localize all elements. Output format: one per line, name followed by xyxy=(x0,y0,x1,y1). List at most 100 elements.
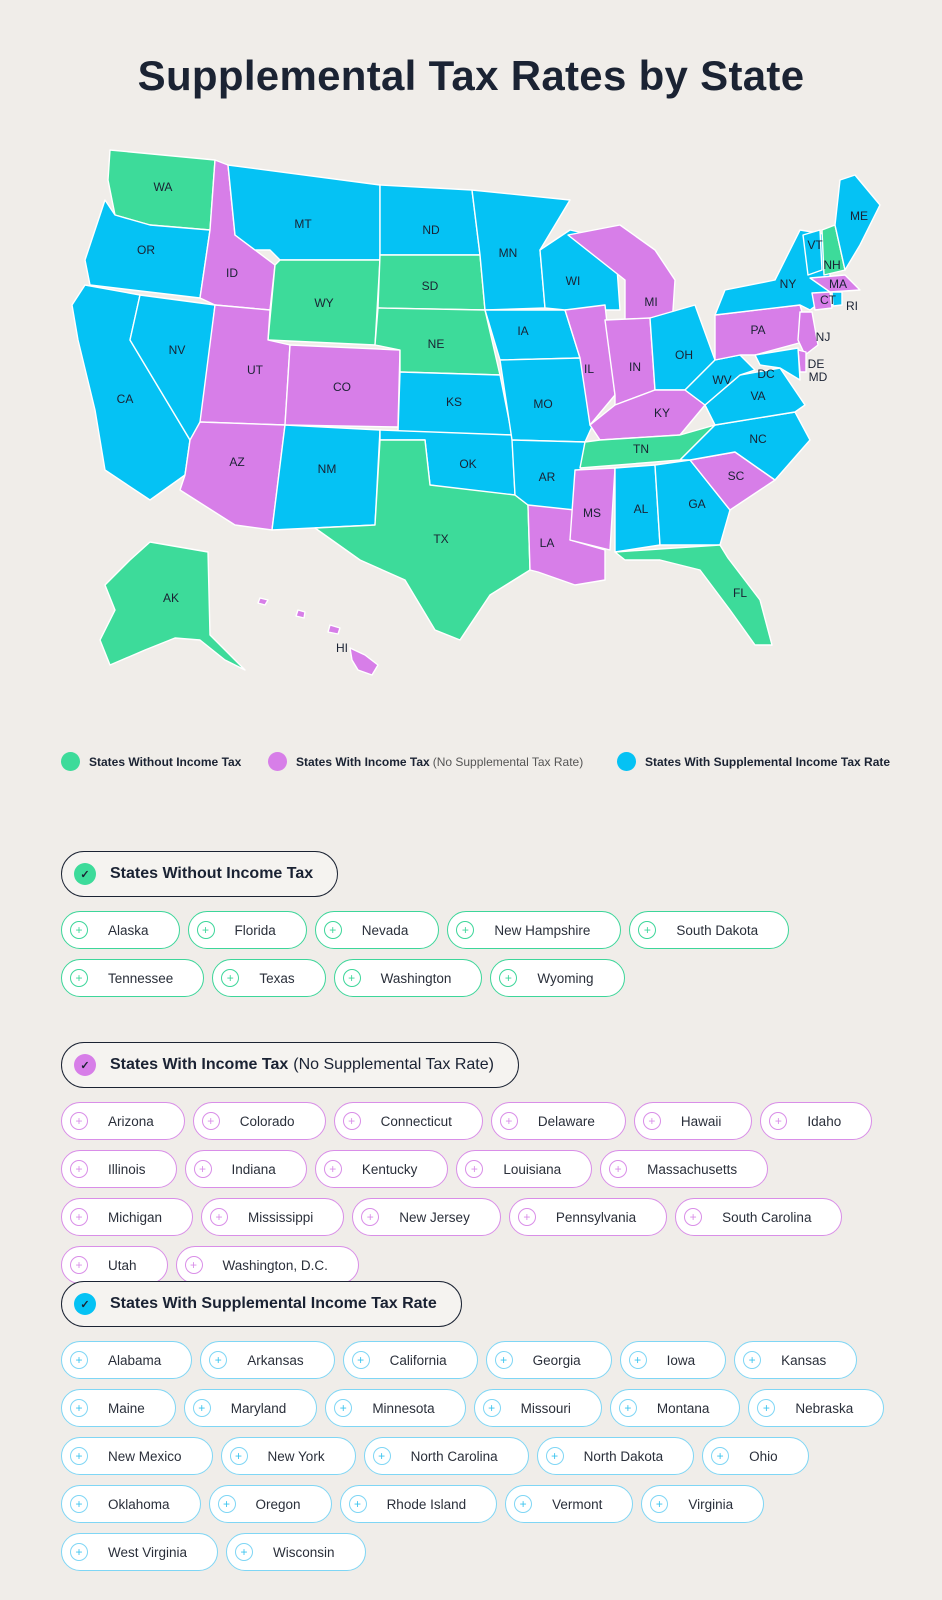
state-chip[interactable]: + Indiana xyxy=(184,1150,307,1188)
state-VT[interactable] xyxy=(802,229,823,276)
state-NJ[interactable] xyxy=(797,311,819,356)
state-chip[interactable]: + Texas xyxy=(212,959,326,997)
legend-label: States With Income Tax xyxy=(296,754,430,769)
state-chip[interactable]: + South Dakota xyxy=(629,911,790,949)
state-chip[interactable]: + Massachusetts xyxy=(600,1150,769,1188)
state-chip-label: Louisiana xyxy=(503,1161,562,1177)
state-chip[interactable]: + Maine xyxy=(61,1389,176,1427)
state-AZ[interactable] xyxy=(179,421,286,531)
state-chip[interactable]: + Oregon xyxy=(208,1485,332,1523)
state-chip[interactable]: + Ohio xyxy=(702,1437,809,1475)
label-NJ: NJ xyxy=(816,330,831,344)
state-AK[interactable] xyxy=(99,541,246,671)
state-chip[interactable]: + New Hampshire xyxy=(447,911,622,949)
state-MD[interactable] xyxy=(754,347,801,381)
state-chip-label: Vermont xyxy=(552,1496,603,1512)
state-chip-label: Kansas xyxy=(781,1352,827,1368)
plus-icon: + xyxy=(757,1399,776,1417)
state-MI[interactable] xyxy=(567,224,676,331)
state-chip[interactable]: + New Mexico xyxy=(61,1437,213,1475)
state-chip[interactable]: + Kansas xyxy=(734,1341,858,1379)
state-chip[interactable]: + Washington, D.C. xyxy=(175,1246,359,1284)
plus-icon: + xyxy=(209,1351,228,1369)
state-MA[interactable] xyxy=(809,274,861,293)
state-WY[interactable] xyxy=(267,259,381,346)
state-MO[interactable] xyxy=(499,357,596,443)
state-chip[interactable]: + Maryland xyxy=(183,1389,318,1427)
state-chip[interactable]: + North Dakota xyxy=(536,1437,695,1475)
state-chip[interactable]: + Oklahoma xyxy=(61,1485,201,1523)
state-chip[interactable]: + South Carolina xyxy=(675,1198,843,1236)
plus-icon: + xyxy=(342,969,361,987)
state-chip[interactable]: + Delaware xyxy=(490,1102,626,1140)
state-chip[interactable]: + Tennessee xyxy=(61,959,205,997)
state-chip[interactable]: + Hawaii xyxy=(633,1102,753,1140)
state-chip[interactable]: + Wyoming xyxy=(490,959,625,997)
legend-dot-green xyxy=(61,752,80,771)
state-chip-label: Indiana xyxy=(231,1161,276,1177)
state-chip[interactable]: + Utah xyxy=(61,1246,168,1284)
state-chip[interactable]: + Virginia xyxy=(641,1485,765,1523)
state-chip[interactable]: + Alabama xyxy=(61,1341,193,1379)
state-chip[interactable]: + Minnesota xyxy=(325,1389,466,1427)
label-VA: VA xyxy=(750,389,765,403)
state-chip[interactable]: + Michigan xyxy=(61,1198,194,1236)
state-chip[interactable]: + Pennsylvania xyxy=(508,1198,668,1236)
state-chip-label: New York xyxy=(267,1448,325,1464)
state-HI[interactable] xyxy=(349,647,379,676)
plus-icon: + xyxy=(465,1160,484,1178)
state-RI[interactable] xyxy=(831,291,843,307)
plus-icon: + xyxy=(235,1543,254,1561)
state-chip[interactable]: + Vermont xyxy=(505,1485,634,1523)
label-PA: PA xyxy=(750,323,765,337)
state-chip[interactable]: + Arizona xyxy=(61,1102,185,1140)
label-KY: KY xyxy=(654,406,670,420)
plus-icon: + xyxy=(482,1399,501,1417)
state-IL[interactable] xyxy=(564,304,616,426)
state-chip[interactable]: + Nebraska xyxy=(748,1389,885,1427)
state-chip[interactable]: + Arkansas xyxy=(200,1341,335,1379)
state-CT[interactable] xyxy=(811,291,833,311)
legend-dot-purple xyxy=(268,752,287,771)
state-chip[interactable]: + New Jersey xyxy=(352,1198,501,1236)
state-chip[interactable]: + Montana xyxy=(609,1389,741,1427)
state-chip-label: Wyoming xyxy=(537,970,594,986)
state-chip[interactable]: + Mississippi xyxy=(201,1198,345,1236)
state-chip-label: Washington, D.C. xyxy=(222,1257,328,1273)
state-ME[interactable] xyxy=(834,174,881,271)
state-chip[interactable]: + North Carolina xyxy=(363,1437,529,1475)
state-chip[interactable]: + Missouri xyxy=(473,1389,602,1427)
state-chip[interactable]: + California xyxy=(342,1341,478,1379)
state-chip[interactable]: + Louisiana xyxy=(456,1150,593,1188)
state-MT[interactable] xyxy=(227,164,381,261)
state-NM[interactable] xyxy=(271,424,381,531)
state-FL[interactable] xyxy=(614,544,773,646)
page-title: Supplemental Tax Rates by State xyxy=(137,52,805,99)
label-MS: MS xyxy=(583,506,601,520)
state-chip[interactable]: + Rhode Island xyxy=(339,1485,498,1523)
state-GA[interactable] xyxy=(654,459,731,546)
state-chip-label: Arkansas xyxy=(247,1352,304,1368)
state-ND[interactable] xyxy=(379,184,481,256)
state-chip[interactable]: + New York xyxy=(220,1437,356,1475)
state-chip[interactable]: + Iowa xyxy=(619,1341,727,1379)
state-chip[interactable]: + Georgia xyxy=(485,1341,612,1379)
state-chip[interactable]: + Alaska xyxy=(61,911,180,949)
plus-icon: + xyxy=(456,921,475,939)
state-chip[interactable]: + Colorado xyxy=(192,1102,326,1140)
state-chip[interactable]: + Idaho xyxy=(760,1102,873,1140)
state-chip[interactable]: + Wisconsin xyxy=(226,1533,366,1571)
state-chip[interactable]: + West Virginia xyxy=(61,1533,219,1571)
state-chip[interactable]: + Connecticut xyxy=(333,1102,483,1140)
state-chip[interactable]: + Florida xyxy=(187,911,307,949)
state-chip[interactable]: + Illinois xyxy=(61,1150,177,1188)
section-heading: ✓ States With Supplemental Income Tax Ra… xyxy=(61,1281,462,1327)
state-chip[interactable]: + Nevada xyxy=(314,911,440,949)
state-chip[interactable]: + Washington xyxy=(333,959,483,997)
state-TX[interactable] xyxy=(314,439,531,641)
state-MS[interactable] xyxy=(569,467,616,551)
plus-icon: + xyxy=(618,1399,637,1417)
state-IA[interactable] xyxy=(484,309,581,361)
section-heading: ✓ States With Income Tax (No Supplementa… xyxy=(61,1042,519,1088)
state-chip[interactable]: + Kentucky xyxy=(314,1150,449,1188)
